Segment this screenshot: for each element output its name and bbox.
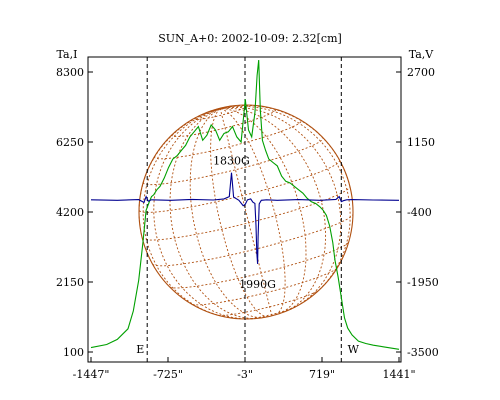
west-limb-label: W [348,343,360,356]
x-tick-label: 1441" [382,368,415,381]
y-left-tick-label: 8300 [56,66,84,79]
longitude-line [220,107,327,312]
longitude-line [210,108,269,318]
x-tick-label: -1447" [73,368,110,381]
y-left-tick-label: 4200 [56,206,84,219]
ticks-layer: -1447" -725" -3" 719" 1441" 8300 6250 4200 2150 1… [56,66,439,381]
longitude-line [189,108,265,319]
series-layer [90,59,400,350]
latitude-line [142,137,324,186]
east-limb-label: E [136,343,144,356]
longitude-line [169,108,257,319]
y-left-tick-label: 100 [63,346,84,359]
latitude-line [153,119,302,160]
intensity-series-line [90,59,400,350]
latitude-line [138,160,341,213]
longitude-line [220,108,286,316]
latitude-line [246,306,296,320]
y-right-tick-label: 1150 [407,136,435,149]
y-left-tick-label: 6250 [56,136,84,149]
latitude-line [193,104,249,120]
x-tick-label: -3" [237,368,253,381]
x-tick-label: 719" [309,368,335,381]
sun-disk-grid [138,104,354,320]
latitude-line [171,108,277,138]
polarization-series-line [90,172,400,264]
latitude-line [141,186,351,241]
annotation-label: 1990G [239,278,276,291]
y-left-axis-label: Ta,I [57,48,78,61]
longitude-line [220,105,350,183]
annotation-layer: 1830G 1990G [213,155,276,291]
y-right-axis-label: Ta,V [409,48,435,61]
chart-title: SUN_A+0: 2002-10-09: 2.32[cm] [158,32,342,45]
y-right-tick-label: 2700 [407,66,435,79]
x-tick-label: -725" [153,368,183,381]
longitude-line [220,108,307,315]
y-left-tick-label: 2150 [56,276,84,289]
y-right-tick-label: -1950 [407,276,439,289]
annotation-label: 1830G [213,155,250,168]
longitude-line [153,108,253,320]
longitude-line [142,108,230,319]
longitude-line [138,108,221,235]
y-right-tick-label: -400 [407,206,432,219]
longitude-line [220,106,342,310]
y-right-tick-label: -3500 [407,346,439,359]
